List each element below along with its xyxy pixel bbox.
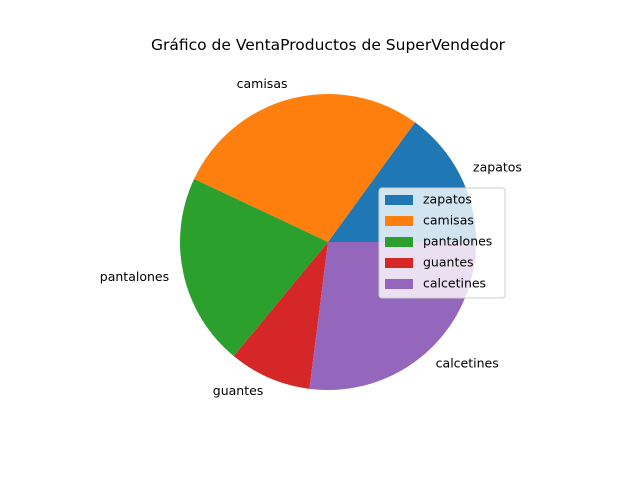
legend-swatch-camisas bbox=[385, 216, 413, 226]
legend-swatch-zapatos bbox=[385, 195, 413, 205]
slice-label-calcetines: calcetines bbox=[436, 356, 499, 371]
slice-labels: zapatos camisas pantalones guantes calcetine… bbox=[100, 76, 522, 398]
pie-slice-pantalones bbox=[179, 178, 328, 357]
legend-swatch-calcetines bbox=[385, 279, 413, 289]
legend-label-camisas: camisas bbox=[423, 213, 474, 228]
chart-title: Gráfico de VentaProductos de SuperVended… bbox=[151, 36, 506, 54]
slice-label-zapatos: zapatos bbox=[473, 160, 522, 175]
legend-swatch-guantes bbox=[385, 258, 413, 268]
legend-box bbox=[378, 187, 506, 299]
legend-label-calcetines: calcetines bbox=[423, 276, 486, 291]
legend-label-pantalones: pantalones bbox=[423, 234, 492, 249]
slice-label-guantes: guantes bbox=[213, 383, 264, 398]
pie-slice-camisas bbox=[194, 94, 415, 242]
legend-label-zapatos: zapatos bbox=[423, 192, 472, 207]
legend-swatch-pantalones bbox=[385, 237, 413, 247]
legend: zapatos camisas pantalones guantes calcetine… bbox=[378, 187, 506, 299]
legend-label-guantes: guantes bbox=[423, 255, 474, 270]
slice-label-pantalones: pantalones bbox=[100, 269, 169, 284]
slice-label-camisas: camisas bbox=[237, 76, 288, 91]
pie-slice-guantes bbox=[233, 242, 328, 389]
